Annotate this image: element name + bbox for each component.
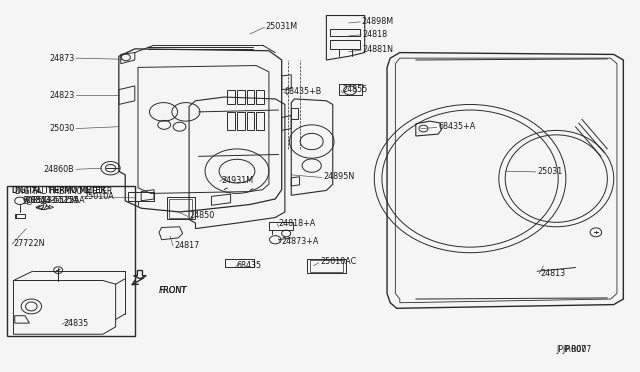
Bar [246, 90, 254, 105]
Bar [237, 112, 244, 131]
Text: §08543-5125A: §08543-5125A [25, 195, 81, 204]
Text: 08543-5125A: 08543-5125A [26, 195, 85, 204]
Text: 25010A: 25010A [84, 192, 115, 201]
Text: 68435: 68435 [237, 261, 262, 270]
Text: FRONT: FRONT [159, 286, 186, 295]
Text: 24818+A: 24818+A [278, 219, 316, 228]
Text: 24813: 24813 [540, 269, 566, 278]
Bar [256, 112, 264, 131]
Text: 24873+A: 24873+A [282, 237, 319, 246]
Text: 24855: 24855 [342, 85, 368, 94]
Bar [307, 259, 346, 273]
Text: FRONT: FRONT [159, 286, 188, 295]
Text: DIGITAL THERMO METER: DIGITAL THERMO METER [12, 186, 106, 195]
Text: JP·R007: JP·R007 [563, 344, 592, 353]
Bar [7, 186, 135, 336]
Text: 24818: 24818 [363, 29, 388, 39]
Text: DIGITAL THERMO METER: DIGITAL THERMO METER [15, 187, 113, 196]
Bar [237, 90, 244, 105]
Text: 68435+A: 68435+A [438, 122, 476, 131]
Text: 24860B: 24860B [44, 165, 74, 174]
Text: 68435+B: 68435+B [285, 87, 322, 96]
Text: 24817: 24817 [174, 241, 200, 250]
Text: 24850: 24850 [189, 211, 214, 220]
Bar [330, 39, 360, 49]
Text: 24835: 24835 [63, 320, 88, 328]
Text: 24895N: 24895N [323, 172, 355, 181]
Text: 25030: 25030 [49, 124, 74, 133]
Bar [269, 222, 293, 231]
Bar [330, 29, 360, 36]
Bar [339, 84, 362, 95]
Text: 24873: 24873 [49, 54, 74, 62]
Text: <2>: <2> [34, 203, 51, 212]
Bar [310, 260, 343, 272]
Text: JP·R007: JP·R007 [556, 344, 586, 353]
Text: 24823: 24823 [49, 91, 74, 100]
Text: <2>: <2> [34, 205, 51, 211]
Text: §08543-5125A: §08543-5125A [23, 195, 79, 204]
Bar [167, 197, 195, 219]
Text: 24931M: 24931M [221, 176, 253, 185]
Bar [170, 199, 192, 218]
Text: 27722N: 27722N [13, 239, 45, 248]
Bar [256, 90, 264, 105]
Text: 24898M: 24898M [362, 17, 394, 26]
Text: DIGITAL THERMO METER: DIGITAL THERMO METER [12, 186, 106, 195]
Bar [227, 112, 235, 131]
Bar [129, 192, 154, 201]
Text: 25031M: 25031M [266, 22, 298, 31]
Text: <2>: <2> [36, 203, 54, 212]
Text: 24881N: 24881N [363, 45, 394, 54]
Bar [246, 112, 254, 131]
Text: 25031: 25031 [537, 167, 563, 176]
Bar [225, 259, 254, 267]
Bar [227, 90, 235, 105]
Text: 25010AC: 25010AC [320, 257, 356, 266]
